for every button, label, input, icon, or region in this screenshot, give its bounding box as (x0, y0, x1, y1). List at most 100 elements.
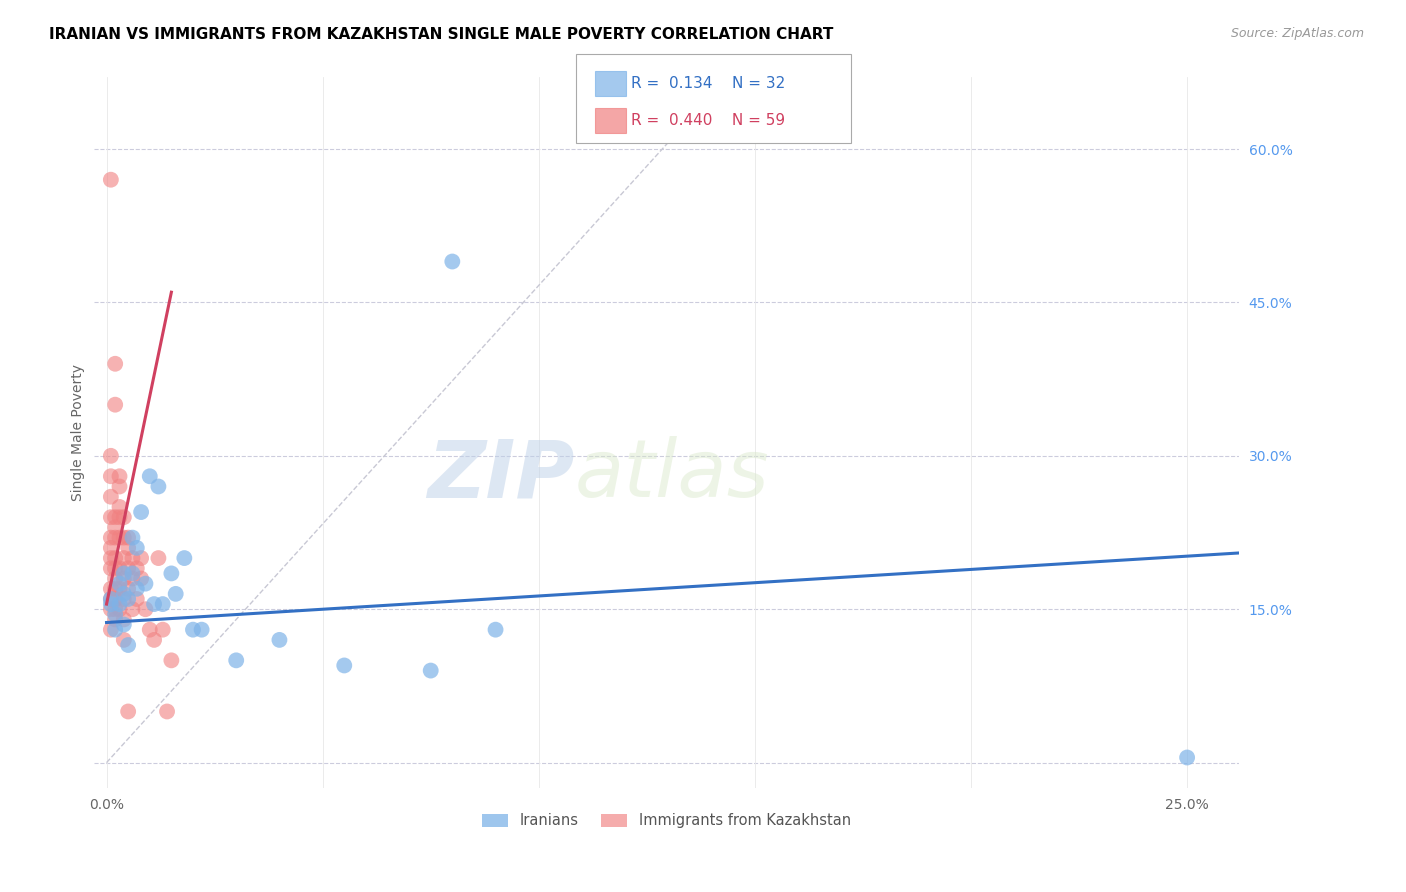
Point (112, 551, 135, 566)
Point (441, 254, 464, 268)
Point (165, 587, 187, 601)
Point (112, 572, 135, 586)
Text: atlas: atlas (575, 436, 769, 515)
Point (108, 597, 131, 611)
Point (104, 572, 127, 586)
Point (484, 623, 506, 637)
Point (100, 510, 122, 524)
Point (104, 623, 127, 637)
Point (108, 602, 131, 616)
Legend: Iranians, Immigrants from Kazakhstan: Iranians, Immigrants from Kazakhstan (477, 807, 856, 834)
Point (173, 551, 195, 566)
Point (108, 576, 131, 591)
Point (181, 623, 204, 637)
Point (125, 592, 148, 607)
Point (104, 357, 127, 371)
Point (125, 582, 148, 596)
Point (112, 592, 135, 607)
Point (100, 592, 122, 607)
Point (104, 582, 127, 596)
Point (148, 551, 170, 566)
Point (1175, 750, 1198, 764)
Point (117, 582, 139, 596)
Point (104, 612, 127, 626)
Point (108, 531, 131, 545)
Text: Source: ZipAtlas.com: Source: ZipAtlas.com (1230, 27, 1364, 40)
Point (104, 602, 127, 616)
Point (148, 479, 170, 493)
Text: IRANIAN VS IMMIGRANTS FROM KAZAKHSTAN SINGLE MALE POVERTY CORRELATION CHART: IRANIAN VS IMMIGRANTS FROM KAZAKHSTAN SI… (49, 27, 834, 42)
Point (121, 566, 143, 581)
Point (100, 602, 122, 616)
Point (134, 602, 156, 616)
Point (104, 510, 127, 524)
Point (100, 541, 122, 555)
Point (117, 638, 139, 652)
Point (108, 469, 131, 483)
Point (104, 607, 127, 622)
Point (117, 705, 139, 719)
Point (108, 479, 131, 493)
Point (129, 551, 152, 566)
Point (100, 623, 122, 637)
Point (129, 572, 152, 586)
Point (225, 653, 247, 667)
Point (160, 566, 183, 581)
Point (112, 632, 135, 647)
Point (104, 561, 127, 575)
Text: R =  0.440    N = 59: R = 0.440 N = 59 (631, 113, 786, 128)
Point (100, 449, 122, 463)
Point (156, 705, 179, 719)
Point (104, 520, 127, 534)
Point (129, 505, 152, 519)
Point (100, 551, 122, 566)
Point (108, 500, 131, 514)
Point (100, 597, 122, 611)
Point (419, 664, 441, 678)
Point (152, 597, 174, 611)
Point (112, 510, 135, 524)
Point (108, 561, 131, 575)
Y-axis label: Single Male Poverty: Single Male Poverty (72, 364, 86, 501)
Point (100, 469, 122, 483)
Point (104, 531, 127, 545)
Point (160, 653, 183, 667)
Point (139, 469, 162, 483)
Point (143, 632, 166, 647)
Point (100, 561, 122, 575)
Point (100, 582, 122, 596)
Point (121, 551, 143, 566)
Point (117, 541, 139, 555)
Point (104, 398, 127, 412)
Point (152, 623, 174, 637)
Point (143, 597, 166, 611)
Point (100, 531, 122, 545)
Point (112, 587, 135, 601)
Point (190, 623, 212, 637)
Point (139, 623, 162, 637)
Point (100, 592, 122, 607)
Point (117, 531, 139, 545)
Point (104, 551, 127, 566)
Point (117, 561, 139, 575)
Point (112, 566, 135, 581)
Point (121, 602, 143, 616)
Point (134, 576, 156, 591)
Point (121, 572, 143, 586)
Point (269, 632, 291, 647)
Point (100, 490, 122, 504)
Point (100, 172, 122, 186)
Point (112, 617, 135, 632)
Point (117, 592, 139, 607)
Point (112, 531, 135, 545)
Text: ZIP: ZIP (427, 436, 575, 515)
Point (121, 531, 143, 545)
Point (125, 541, 148, 555)
Point (112, 612, 135, 626)
Point (125, 561, 148, 575)
Point (108, 582, 131, 596)
Point (104, 592, 127, 607)
Point (108, 510, 131, 524)
Point (333, 658, 356, 673)
Text: R =  0.134    N = 32: R = 0.134 N = 32 (631, 76, 786, 91)
